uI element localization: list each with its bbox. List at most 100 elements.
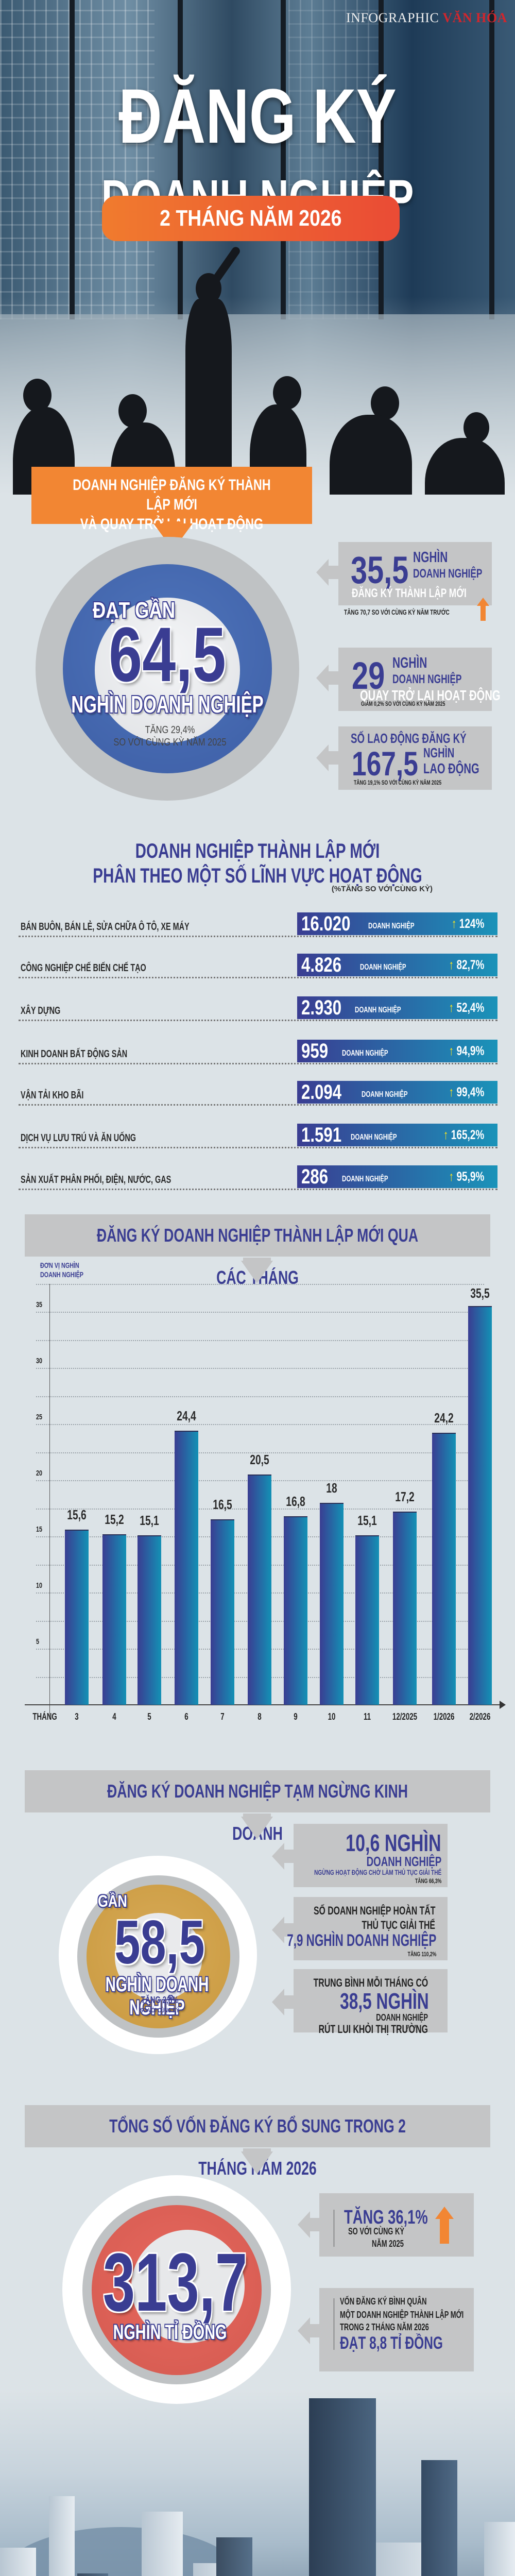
sector-label: BÁN BUÔN, BÁN LẺ, SỬA CHỮA Ô TÔ, XE MÁY xyxy=(21,921,190,933)
bar-value-label: 15,2 xyxy=(105,1511,124,1527)
up-arrow-icon: ↑ xyxy=(449,1001,454,1015)
stat-unit-1: NGHÌN xyxy=(392,655,427,671)
x-tick-label: 7 xyxy=(220,1711,225,1722)
ring-inner xyxy=(131,2230,245,2343)
gridline xyxy=(36,1452,484,1453)
y-tick-label: 5 xyxy=(36,1637,40,1646)
sector-row: XÂY DỰNG 2.930 DOANH NGHIỆP ↑ 52,4% xyxy=(19,996,497,1021)
gridline xyxy=(36,1312,484,1313)
row-divider xyxy=(19,1063,497,1064)
x-axis-line xyxy=(25,1704,501,1705)
y-tick-label: 15 xyxy=(36,1525,43,1534)
stat-note: RÚT LUI KHỎI THỊ TRƯỜNG xyxy=(318,2023,428,2036)
x-tick-label: 11 xyxy=(363,1711,371,1722)
up-arrow-icon xyxy=(477,598,489,606)
bar-value-label: 18 xyxy=(326,1480,337,1496)
bar-value-label: 15,6 xyxy=(67,1506,87,1522)
sector-bar: 2.094 DOANH NGHIỆP ↑ 99,4% xyxy=(297,1081,497,1104)
period-text: 2 THÁNG NĂM 2026 xyxy=(160,206,342,231)
section2-note: (%TĂNG SO VỚI CÙNG KỲ) xyxy=(331,885,433,893)
sector-bar: 286 DOANH NGHIỆP ↑ 95,9% xyxy=(297,1165,497,1188)
sector-pct: ↑ 95,9% xyxy=(449,1170,484,1184)
stat-line-3: NĂM 2025 xyxy=(372,2239,404,2249)
sector-unit: DOANH NGHIỆP xyxy=(351,1133,397,1142)
gridline xyxy=(36,1396,484,1397)
sector-label: DỊCH VỤ LƯU TRÚ VÀ ĂN UỐNG xyxy=(21,1132,136,1144)
circle-prefix: GẦN xyxy=(98,1892,127,1910)
building-windows xyxy=(288,0,381,319)
bar-value-label: 16,5 xyxy=(213,1497,232,1513)
period-badge: 2 THÁNG NĂM 2026 xyxy=(102,196,400,241)
bar-chart: 5 10 15 20 25 30 35 15,6 15,2 15,1 24,4 16,5 20,5 16… xyxy=(0,1278,515,1731)
growth-line-1: TĂNG 29,4% xyxy=(145,724,195,736)
stat-unit-1: NGHÌN xyxy=(423,745,455,760)
sector-unit: DOANH NGHIỆP xyxy=(368,922,415,930)
bar xyxy=(211,1519,234,1705)
sector-count: 1.591 xyxy=(301,1124,342,1146)
circle-value: 64,5 xyxy=(109,611,226,698)
banner-line-1: DOANH NGHIỆP ĐĂNG KÝ THÀNH LẬP MỚI xyxy=(73,477,271,513)
x-tick-label: 9 xyxy=(294,1711,298,1722)
presenter-silhouette xyxy=(185,299,232,474)
stat-value: 167,5 xyxy=(352,744,418,783)
capital-box-growth: TĂNG 36,1% SO VỚI CÙNG KỲ NĂM 2025 xyxy=(319,2193,474,2257)
circle-unit: NGHÌN TỈ ĐỒNG xyxy=(113,2321,227,2344)
building xyxy=(49,2496,75,2576)
stat-note: TĂNG 66,3% xyxy=(415,1877,441,1885)
circle-value: 58,5 xyxy=(114,1908,205,1977)
up-arrow-icon: ↑ xyxy=(449,1044,454,1058)
building xyxy=(142,2512,183,2576)
circle-unit: NGHÌN DOANH NGHIỆP xyxy=(71,691,264,718)
hero-banner xyxy=(0,0,515,495)
up-arrow-icon: ↑ xyxy=(449,1170,454,1184)
person-silhouette xyxy=(330,415,412,495)
person-silhouette xyxy=(273,376,301,410)
growth-line-1: TĂNG 2,8% xyxy=(141,1995,179,2005)
window-frame xyxy=(281,0,286,319)
stat-value: 38,5 NGHÌN xyxy=(340,1989,429,2014)
x-tick-label: 8 xyxy=(258,1711,262,1722)
bar-value-label: 20,5 xyxy=(250,1452,269,1468)
gridline xyxy=(36,1283,484,1285)
person-silhouette xyxy=(371,386,399,420)
bar xyxy=(468,1306,492,1705)
unit-line-2: DOANH NGHIỆP xyxy=(40,1270,84,1279)
stat-label: QUAY TRỞ LẠI HOẠT ĐỘNG xyxy=(360,687,501,703)
stat-note: TĂNG 110,2% xyxy=(407,1951,436,1958)
stat-box-new: 35,5 NGHÌN DOANH NGHIỆP ĐĂNG KÝ THÀNH LẬ… xyxy=(338,542,492,605)
row-divider xyxy=(19,1104,497,1106)
circle-prefix: ĐẠT GẦN xyxy=(92,598,176,623)
row-divider xyxy=(19,1020,497,1021)
left-arrow-icon xyxy=(298,2317,320,2344)
brand-logo-top: INFOGRAPHIC VĂN HÓA xyxy=(346,10,507,26)
stat-value: ĐẠT 8,8 TỈ ĐỒNG xyxy=(340,2333,443,2353)
x-axis-arrow-icon xyxy=(500,1701,506,1709)
up-arrow-icon: ↑ xyxy=(449,958,454,972)
sector-bar: 1.591 DOANH NGHIỆP ↑ 165,2% xyxy=(297,1124,497,1146)
title-line-1: DOANH NGHIỆP THÀNH LẬP MỚI xyxy=(135,840,380,862)
row-divider xyxy=(19,936,497,937)
stat-note: GIẢM 0,2% SO VỚI CÙNG KỲ NĂM 2025 xyxy=(361,700,445,707)
up-arrow-icon-stem xyxy=(440,2218,449,2244)
bar xyxy=(65,1529,89,1705)
bar xyxy=(138,1535,161,1705)
bar-value-label: 17,2 xyxy=(395,1489,415,1505)
y-tick-label: 20 xyxy=(36,1469,43,1478)
sector-label: KINH DOANH BẤT ĐỘNG SẢN xyxy=(21,1048,128,1060)
bar xyxy=(102,1534,126,1705)
left-arrow-icon xyxy=(316,559,339,586)
suspend-box-dissolved: SỐ DOANH NGHIỆP HOÀN TẤT THỦ TỤC GIẢI TH… xyxy=(287,1897,448,1960)
left-arrow-icon xyxy=(272,1989,295,2015)
sector-pct: ↑ 124% xyxy=(451,917,484,931)
circle-unit: NGHÌN DOANH NGHIỆP xyxy=(105,1973,209,2019)
x-tick-label: 10 xyxy=(328,1711,336,1722)
stat-line-2: SO VỚI CÙNG KỲ xyxy=(348,2226,404,2236)
bar-value-label: 24,2 xyxy=(434,1410,454,1426)
stat-label-2: THỦ TỤC GIẢI THỂ xyxy=(362,1919,435,1931)
x-tick-label: 5 xyxy=(147,1711,151,1722)
bar xyxy=(393,1512,417,1705)
sector-unit: DOANH NGHIỆP xyxy=(342,1049,388,1058)
tower xyxy=(421,2460,457,2576)
sector-unit: DOANH NGHIỆP xyxy=(360,963,406,972)
stat-unit-2: DOANH NGHIỆP xyxy=(392,672,462,686)
